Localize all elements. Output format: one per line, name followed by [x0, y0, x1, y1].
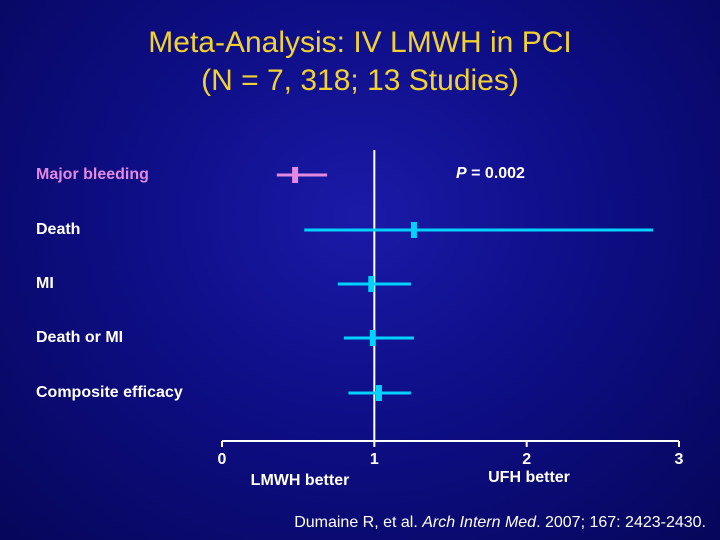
x-tick-label-2: 2 — [522, 451, 532, 468]
row-label-major-bleeding: Major bleeding — [36, 166, 149, 183]
citation-details: . 2007; 167: 2423-2430. — [536, 514, 706, 531]
p-value-annotation: P = 0.002 — [456, 165, 525, 183]
ufh-better-label: UFH better — [488, 469, 570, 486]
x-tick-label-3: 3 — [674, 451, 684, 468]
estimate-marker-death — [410, 222, 417, 238]
row-label-mi: MI — [36, 275, 54, 292]
estimate-marker-mi — [368, 276, 375, 292]
citation: Dumaine R, et al. Arch Intern Med. 2007;… — [294, 514, 706, 532]
p-value-symbol: P — [456, 165, 467, 182]
row-label-death: Death — [36, 221, 81, 238]
estimate-marker-major-bleeding — [292, 167, 299, 183]
citation-journal: Arch Intern Med — [422, 514, 537, 531]
title-line-1: Meta-Analysis: IV LMWH in PCI — [148, 26, 572, 59]
x-tick-label-1: 1 — [369, 451, 379, 468]
slide-title: Meta-Analysis: IV LMWH in PCI (N = 7, 31… — [0, 24, 720, 100]
p-value-text: = 0.002 — [471, 165, 525, 182]
x-tick-label-0: 0 — [217, 451, 227, 468]
estimate-marker-composite-efficacy — [375, 385, 382, 401]
estimate-marker-death-or-mi — [369, 330, 376, 346]
citation-authors: Dumaine R, et al. — [294, 514, 418, 531]
row-label-death-or-mi: Death or MI — [36, 329, 124, 346]
title-line-2: (N = 7, 318; 13 Studies) — [201, 64, 519, 97]
lmwh-better-label: LMWH better — [250, 472, 350, 489]
row-label-composite-efficacy: Composite efficacy — [36, 384, 183, 401]
